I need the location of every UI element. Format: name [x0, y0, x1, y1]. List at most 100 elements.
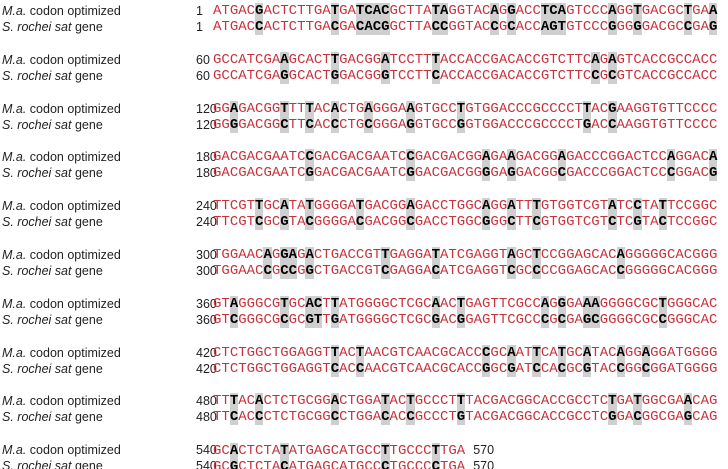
- base: G: [566, 214, 575, 231]
- base: C: [557, 409, 567, 426]
- base: G: [692, 19, 701, 35]
- base: A: [313, 459, 323, 469]
- base: A: [246, 247, 256, 263]
- base: G: [624, 311, 634, 328]
- sr-row: S. rochei sat gene 240 TTCGTCGCGTACGGGGACG…: [0, 214, 728, 231]
- base: C: [633, 295, 642, 312]
- base: G: [641, 19, 651, 35]
- position-number: 480: [196, 394, 217, 409]
- base: C: [591, 149, 600, 166]
- base: A: [330, 393, 340, 410]
- base: G: [540, 214, 550, 231]
- base: G: [524, 409, 533, 426]
- base: G: [229, 247, 239, 263]
- base: G: [624, 247, 634, 263]
- base: G: [608, 19, 617, 35]
- base: A: [498, 393, 508, 410]
- base: G: [431, 100, 440, 117]
- base: A: [439, 311, 449, 328]
- base: A: [666, 344, 676, 361]
- base: C: [229, 198, 239, 215]
- base: G: [650, 393, 659, 410]
- base: C: [456, 263, 466, 279]
- base: T: [322, 263, 331, 279]
- base: A: [423, 247, 432, 263]
- base: C: [532, 149, 541, 166]
- base: C: [448, 116, 457, 133]
- base: A: [423, 19, 432, 35]
- base: A: [238, 19, 247, 35]
- base: G: [263, 149, 272, 166]
- base: C: [482, 409, 491, 426]
- base: A: [246, 149, 256, 166]
- base: C: [406, 344, 415, 361]
- base: C: [582, 67, 592, 84]
- base: G: [465, 311, 474, 328]
- base: G: [414, 198, 424, 215]
- base: A: [616, 116, 625, 133]
- base: G: [582, 360, 592, 377]
- base: A: [372, 3, 382, 19]
- base: T: [633, 3, 642, 19]
- base: G: [263, 51, 272, 68]
- base: A: [591, 51, 600, 68]
- base: C: [708, 311, 718, 328]
- base: G: [271, 116, 281, 133]
- base: G: [658, 100, 667, 117]
- base: C: [330, 19, 340, 35]
- base: A: [473, 247, 482, 263]
- base: G: [566, 295, 575, 312]
- base: G: [439, 344, 449, 361]
- base: A: [498, 149, 508, 166]
- base: C: [456, 247, 466, 263]
- position-number: 180: [196, 150, 217, 165]
- base: G: [213, 165, 222, 182]
- base: A: [700, 19, 709, 35]
- base: G: [490, 67, 499, 84]
- base: A: [574, 165, 583, 182]
- base: A: [692, 165, 701, 182]
- base: A: [280, 51, 289, 68]
- base: C: [465, 344, 474, 361]
- base: T: [641, 214, 651, 231]
- base: C: [692, 393, 701, 410]
- base: C: [431, 67, 440, 84]
- base: C: [549, 393, 558, 410]
- base: G: [297, 247, 306, 263]
- base: G: [666, 51, 676, 68]
- base: G: [355, 443, 365, 460]
- base: G: [515, 295, 525, 312]
- base: C: [532, 67, 541, 84]
- base: T: [666, 116, 676, 133]
- ma-label: M.a. codon optimized: [2, 345, 121, 361]
- base: G: [238, 165, 247, 182]
- base: A: [473, 263, 482, 279]
- base: C: [507, 393, 516, 410]
- base: T: [406, 19, 415, 35]
- base: C: [246, 19, 256, 35]
- base: G: [465, 149, 474, 166]
- base: C: [650, 295, 659, 312]
- base: C: [305, 409, 314, 426]
- base: G: [557, 214, 567, 231]
- base: T: [271, 393, 281, 410]
- base: C: [229, 67, 239, 84]
- base: C: [658, 214, 667, 231]
- sequence: GCCATCGAGGCACTGGACGGGTCCTTCACCACCGACACCG…: [213, 67, 717, 84]
- base: A: [347, 214, 356, 231]
- base: A: [700, 3, 709, 19]
- base: G: [633, 116, 642, 133]
- base: T: [448, 198, 457, 215]
- base: C: [448, 344, 457, 361]
- base: G: [540, 51, 550, 68]
- base: A: [423, 360, 432, 377]
- base: A: [650, 198, 659, 215]
- base: C: [406, 443, 415, 460]
- base: G: [238, 214, 247, 231]
- base: T: [322, 247, 331, 263]
- base: T: [355, 198, 365, 215]
- base: G: [322, 393, 331, 410]
- base: G: [708, 165, 718, 182]
- base: G: [482, 295, 491, 312]
- base: C: [297, 165, 306, 182]
